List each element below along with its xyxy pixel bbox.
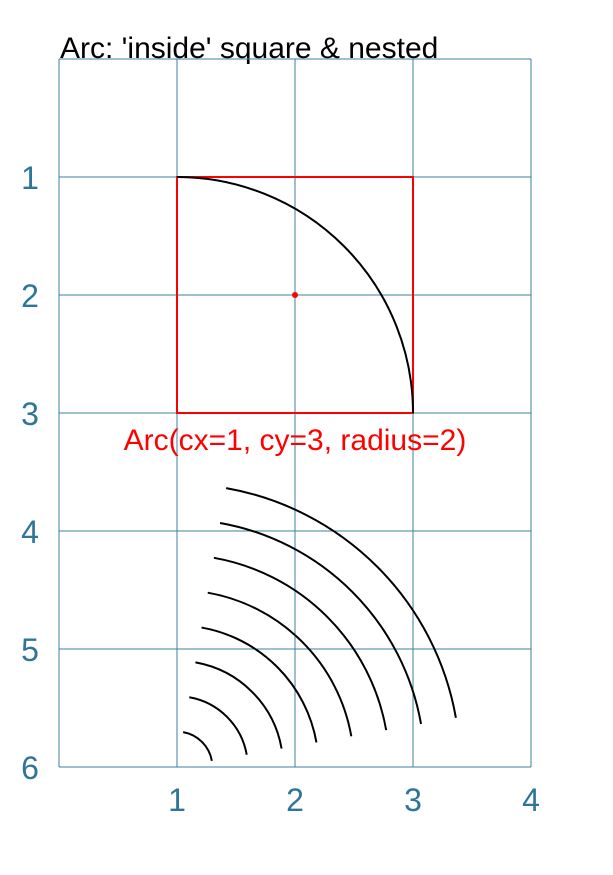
y-tick-label: 3: [21, 396, 39, 432]
arc-caption: Arc(cx=1, cy=3, radius=2): [124, 424, 467, 457]
center-dot: [292, 292, 298, 298]
nested-arc: [213, 556, 388, 731]
y-tick-label: 5: [21, 632, 39, 668]
shapes: Arc(cx=1, cy=3, radius=2): [124, 176, 467, 762]
y-tick-label: 4: [21, 514, 39, 550]
x-tick-labels: 1 2 3 4: [168, 782, 540, 818]
x-tick-label: 3: [404, 782, 422, 818]
y-tick-labels: 1 2 3 4 5 6: [21, 160, 39, 786]
nested-arc: [182, 731, 213, 762]
x-tick-label: 4: [522, 782, 540, 818]
nested-arc: [201, 626, 318, 743]
bounding-square: [176, 176, 414, 414]
nested-arc: [195, 661, 283, 749]
main-arc: [176, 176, 414, 414]
nested-arc: [219, 521, 423, 725]
diagram-title: Arc: 'inside' square & nested: [60, 32, 438, 65]
nested-arc: [207, 591, 353, 737]
nested-arc: [189, 696, 248, 755]
x-tick-label: 1: [168, 782, 186, 818]
x-tick-label: 2: [286, 782, 304, 818]
y-tick-label: 6: [21, 750, 39, 786]
nested-arc: [226, 487, 457, 718]
y-tick-label: 2: [21, 278, 39, 314]
y-tick-label: 1: [21, 160, 39, 196]
